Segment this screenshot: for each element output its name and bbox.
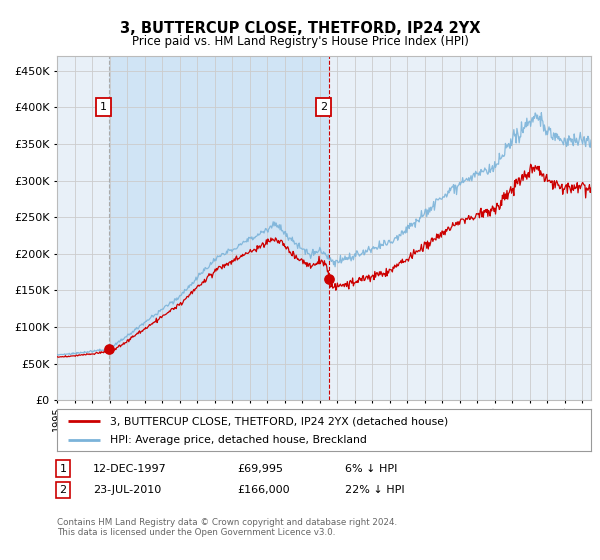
Text: 1: 1	[59, 464, 67, 474]
Text: Price paid vs. HM Land Registry's House Price Index (HPI): Price paid vs. HM Land Registry's House …	[131, 35, 469, 48]
Point	[325, 274, 334, 283]
Text: 2: 2	[59, 485, 67, 495]
Text: £69,995: £69,995	[237, 464, 283, 474]
Text: 22% ↓ HPI: 22% ↓ HPI	[345, 485, 404, 495]
Text: 6% ↓ HPI: 6% ↓ HPI	[345, 464, 397, 474]
Text: 12-DEC-1997: 12-DEC-1997	[93, 464, 167, 474]
Text: 23-JUL-2010: 23-JUL-2010	[93, 485, 161, 495]
Text: Contains HM Land Registry data © Crown copyright and database right 2024.
This d: Contains HM Land Registry data © Crown c…	[57, 518, 397, 538]
Text: 1: 1	[100, 102, 107, 113]
Text: 2: 2	[320, 102, 328, 113]
Bar	[109, 56, 329, 400]
Text: HPI: Average price, detached house, Breckland: HPI: Average price, detached house, Brec…	[110, 435, 367, 445]
Text: £166,000: £166,000	[237, 485, 290, 495]
Text: 3, BUTTERCUP CLOSE, THETFORD, IP24 2YX (detached house): 3, BUTTERCUP CLOSE, THETFORD, IP24 2YX (…	[110, 417, 449, 426]
Point	[104, 344, 113, 353]
Text: 3, BUTTERCUP CLOSE, THETFORD, IP24 2YX: 3, BUTTERCUP CLOSE, THETFORD, IP24 2YX	[120, 21, 480, 36]
